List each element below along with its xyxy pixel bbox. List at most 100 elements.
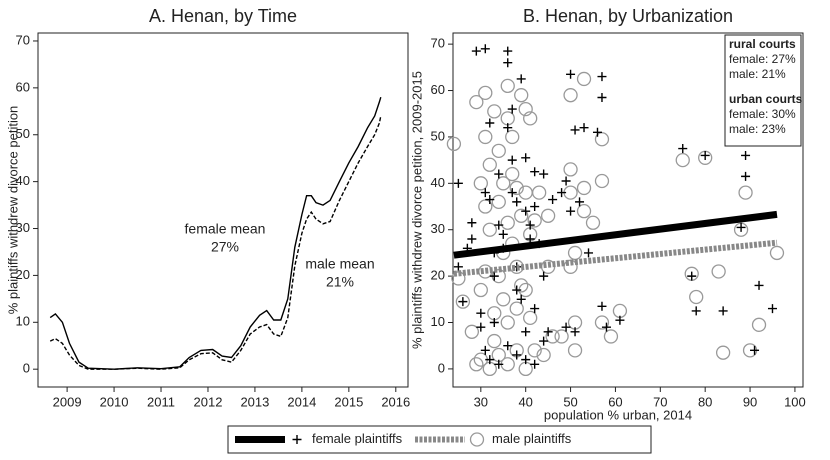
y-tick-label: 0 bbox=[23, 361, 30, 376]
scatter-point bbox=[741, 150, 751, 160]
scatter-point bbox=[478, 129, 493, 145]
scatter-point bbox=[530, 167, 540, 177]
scatter-point bbox=[539, 336, 549, 346]
scatter-point bbox=[750, 345, 760, 355]
legend-marker bbox=[292, 435, 302, 444]
scatter-point bbox=[523, 111, 538, 126]
scatter-point bbox=[500, 315, 515, 330]
info-heading: rural courts bbox=[729, 37, 796, 51]
info-heading: urban courts bbox=[729, 92, 803, 106]
scatter-point bbox=[446, 136, 462, 152]
scatter-point bbox=[469, 94, 484, 110]
legend-label: female plaintiffs bbox=[312, 431, 403, 446]
scatter-point bbox=[597, 301, 607, 311]
scatter-point bbox=[480, 188, 490, 198]
scatter-point bbox=[530, 304, 540, 314]
y-tick-label: 40 bbox=[16, 173, 30, 188]
annotation: 27% bbox=[211, 239, 239, 255]
y-tick-label: 70 bbox=[16, 32, 30, 47]
y-axis-label: % plaintiffs withdrew divorce petition bbox=[5, 106, 20, 315]
scatter-point bbox=[525, 220, 535, 230]
info-box bbox=[724, 34, 802, 147]
x-tick-label: 70 bbox=[653, 394, 667, 409]
x-tick-label: 90 bbox=[743, 394, 757, 409]
scatter-point bbox=[536, 347, 551, 363]
scatter-point bbox=[512, 197, 522, 207]
annotation: male mean bbox=[305, 256, 374, 272]
scatter-point bbox=[494, 220, 504, 230]
scatter-point bbox=[603, 329, 619, 344]
scatter-point bbox=[718, 306, 728, 316]
info-line: male: 21% bbox=[729, 67, 786, 81]
scatter-point bbox=[476, 308, 486, 318]
scatter-point bbox=[567, 343, 583, 358]
x-tick-label: 2012 bbox=[194, 394, 223, 409]
scatter-point bbox=[473, 176, 488, 191]
legend-label: male plaintiffs bbox=[492, 431, 572, 446]
scatter-point bbox=[584, 248, 594, 258]
scatter-point bbox=[576, 71, 592, 87]
y-tick-label: 20 bbox=[431, 268, 445, 283]
scatter-point bbox=[527, 343, 542, 358]
scatter-point bbox=[487, 333, 502, 349]
x-axis-label: population % urban, 2014 bbox=[544, 407, 692, 422]
scatter-point bbox=[512, 350, 522, 360]
scatter-point bbox=[482, 222, 497, 237]
scatter-point bbox=[509, 180, 524, 196]
scatter-point bbox=[512, 285, 522, 295]
scatter-point bbox=[597, 72, 607, 82]
annotation: 21% bbox=[326, 274, 354, 290]
scatter-point bbox=[485, 355, 495, 365]
scatter-point bbox=[561, 176, 571, 186]
scatter-point bbox=[521, 355, 531, 365]
scatter-point bbox=[507, 104, 517, 114]
scatter-point bbox=[561, 322, 571, 332]
scatter-point bbox=[476, 322, 486, 332]
scatter-point bbox=[594, 173, 610, 189]
scatter-point bbox=[521, 206, 531, 216]
scatter-point bbox=[570, 125, 580, 135]
scatter-point bbox=[601, 322, 611, 332]
scatter-point bbox=[518, 101, 533, 117]
y-axis-label: % plaintiffs withdrew divorce petition, … bbox=[409, 71, 424, 349]
scatter-point bbox=[751, 317, 767, 332]
scatter-point bbox=[509, 301, 524, 316]
info-line: female: 27% bbox=[729, 52, 796, 66]
info-line: male: 23% bbox=[729, 122, 786, 136]
scatter-point bbox=[575, 197, 585, 207]
scatter-point bbox=[548, 195, 558, 205]
x-tick-label: 80 bbox=[698, 394, 712, 409]
scatter-point bbox=[532, 185, 547, 200]
scatter-point bbox=[500, 215, 515, 230]
scatter-point bbox=[594, 315, 610, 330]
scatter-point bbox=[585, 215, 601, 230]
y-tick-label: 50 bbox=[16, 126, 30, 141]
scatter-point bbox=[516, 294, 526, 304]
scatter-point bbox=[566, 206, 576, 216]
scatter-point bbox=[491, 143, 506, 158]
x-tick-label: 100 bbox=[784, 394, 806, 409]
scatter-point bbox=[554, 329, 569, 344]
scatter-point bbox=[505, 166, 520, 182]
scatter-point bbox=[563, 88, 578, 103]
chart-title: B. Henan, by Urbanization bbox=[523, 6, 733, 26]
scatter-point bbox=[525, 234, 535, 244]
scatter-point bbox=[487, 104, 502, 119]
scatter-point bbox=[480, 345, 490, 355]
scatter-point bbox=[473, 282, 488, 298]
scatter-point bbox=[514, 208, 529, 223]
scatter-point bbox=[570, 327, 580, 337]
scatter-point bbox=[482, 157, 497, 172]
scatter-point bbox=[489, 271, 499, 281]
x-tick-label: 50 bbox=[563, 394, 577, 409]
y-tick-label: 60 bbox=[16, 79, 30, 94]
scatter-point bbox=[453, 178, 463, 188]
scatter-point bbox=[736, 222, 746, 232]
scatter-point bbox=[516, 74, 526, 84]
x-tick-label: 30 bbox=[474, 394, 488, 409]
annotation: female mean bbox=[185, 221, 266, 237]
scatter-point bbox=[494, 169, 504, 179]
scatter-point bbox=[689, 289, 704, 305]
x-tick-label: 2015 bbox=[334, 394, 363, 409]
